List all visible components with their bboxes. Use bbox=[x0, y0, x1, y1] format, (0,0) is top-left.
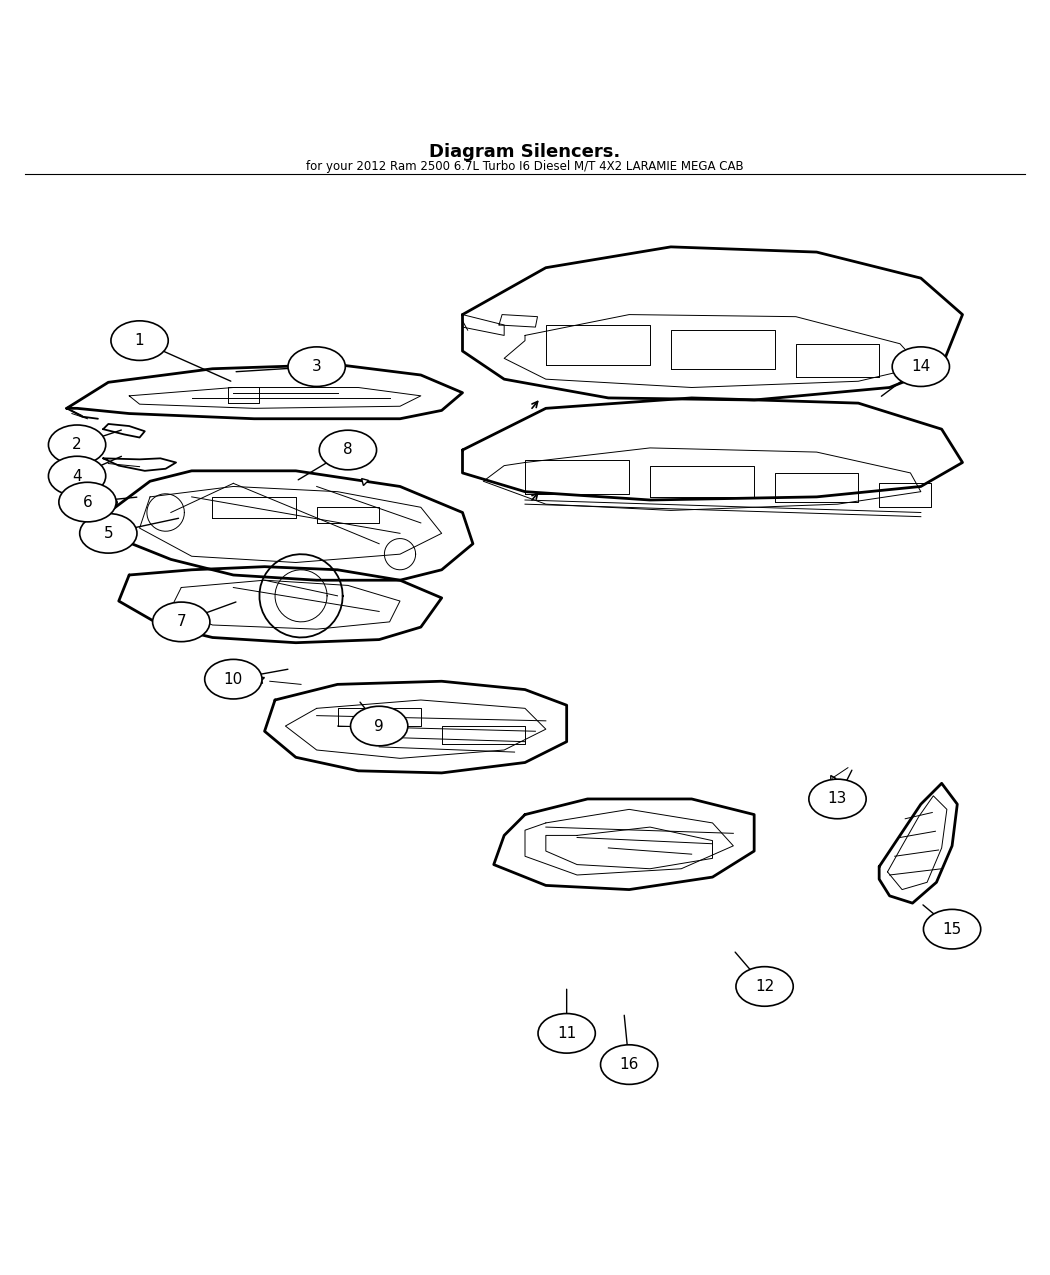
Ellipse shape bbox=[892, 347, 949, 386]
Text: 2: 2 bbox=[72, 437, 82, 453]
Text: 3: 3 bbox=[312, 360, 321, 374]
Ellipse shape bbox=[351, 706, 407, 746]
Text: 13: 13 bbox=[827, 792, 847, 807]
Ellipse shape bbox=[48, 425, 106, 464]
Ellipse shape bbox=[48, 456, 106, 496]
Text: 15: 15 bbox=[943, 922, 962, 937]
Ellipse shape bbox=[601, 1044, 657, 1084]
Ellipse shape bbox=[59, 482, 117, 521]
Text: 5: 5 bbox=[104, 525, 113, 541]
Text: 16: 16 bbox=[620, 1057, 638, 1072]
Text: 8: 8 bbox=[343, 442, 353, 458]
Text: Diagram Silencers.: Diagram Silencers. bbox=[429, 143, 621, 161]
Text: 4: 4 bbox=[72, 468, 82, 483]
Text: 14: 14 bbox=[911, 360, 930, 374]
Text: 6: 6 bbox=[83, 495, 92, 510]
Ellipse shape bbox=[111, 321, 168, 361]
Text: 12: 12 bbox=[755, 979, 774, 995]
Text: 10: 10 bbox=[224, 672, 243, 687]
Text: 11: 11 bbox=[558, 1026, 576, 1040]
Ellipse shape bbox=[808, 779, 866, 819]
Ellipse shape bbox=[319, 430, 377, 469]
Text: for your 2012 Ram 2500 6.7L Turbo I6 Diesel M/T 4X2 LARAMIE MEGA CAB: for your 2012 Ram 2500 6.7L Turbo I6 Die… bbox=[307, 161, 743, 173]
Ellipse shape bbox=[80, 514, 136, 553]
Text: 7: 7 bbox=[176, 615, 186, 630]
Text: 1: 1 bbox=[134, 333, 145, 348]
Text: 9: 9 bbox=[374, 719, 384, 733]
Ellipse shape bbox=[538, 1014, 595, 1053]
Ellipse shape bbox=[205, 659, 262, 699]
Ellipse shape bbox=[736, 966, 793, 1006]
Ellipse shape bbox=[288, 347, 345, 386]
Ellipse shape bbox=[923, 909, 981, 949]
Ellipse shape bbox=[152, 602, 210, 641]
